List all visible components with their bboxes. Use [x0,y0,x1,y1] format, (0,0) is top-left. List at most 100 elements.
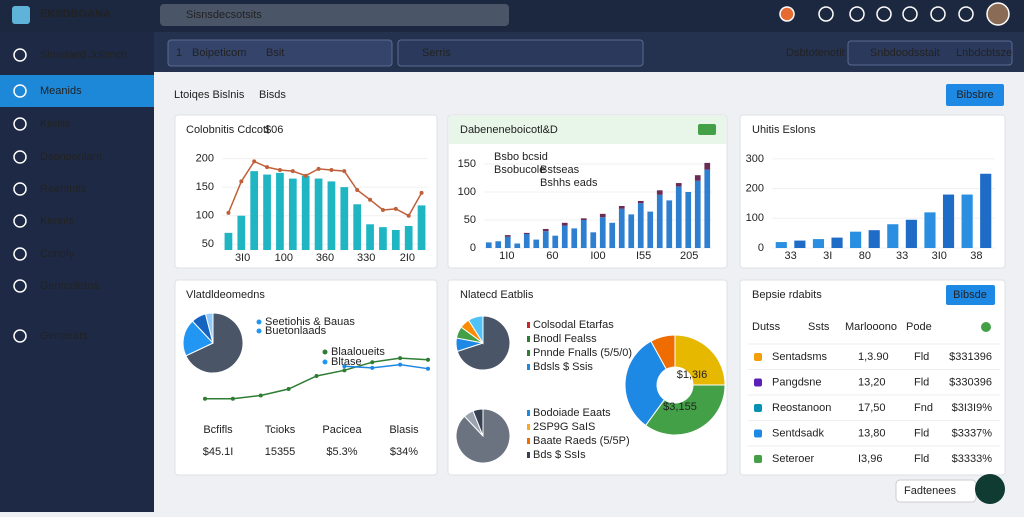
legend-entry: Bltase [331,356,362,368]
bar-top [704,162,711,170]
bar [417,205,426,250]
nav-icon [13,117,27,131]
x-tick-label: 2I0 [400,252,415,264]
top-bar [0,0,1024,32]
sidebar [0,32,154,512]
bar [794,240,806,248]
primary-button[interactable] [946,84,1004,106]
bar [685,192,692,248]
bar [301,175,310,250]
legend-entry: Seetiohis & Bauas [265,316,355,328]
line-point [316,166,321,171]
row-value: 13,20 [858,376,886,388]
line-point [290,169,295,174]
card-title: Colobnitis Cdcotl [186,124,269,136]
bar [580,220,587,248]
table-button[interactable] [946,285,995,305]
top-icon[interactable] [986,2,1010,26]
bar-top [637,200,644,204]
line-point [380,208,385,212]
legend-entry: Bodoiade Eaats [533,407,611,419]
pie-slice [472,408,484,437]
select-text: Boipeticom [192,47,246,59]
row-code: Fld [914,453,929,465]
bar [831,237,843,248]
bar [980,173,992,248]
top-icon[interactable] [818,6,834,22]
x-tick-label: 3I [823,250,832,262]
top-icon[interactable] [779,6,795,22]
bar [250,171,259,250]
bar [353,204,362,250]
legend-entry: Baate Raeds (5/5P) [533,435,630,447]
donut-label: $3,155 [663,401,697,413]
row-name: Seteroer [772,453,815,465]
row-icon [754,455,762,463]
bar [868,230,880,248]
nav-item: Meanids [40,85,82,97]
line [227,160,423,217]
row-value: 13,80 [858,427,886,439]
stat-label: Bcfifls [203,424,233,436]
legend-swatch [527,336,530,342]
help-button[interactable] [975,474,1005,504]
bar [628,214,635,248]
status-dot [981,322,991,332]
stat-value: 15355 [265,446,296,458]
y-tick-label: 100 [458,186,476,198]
primary-button-label: Bibsbre [956,89,993,101]
card-tag: $06 [265,124,283,136]
stat-label: Pacicea [322,424,362,436]
select[interactable] [167,39,393,67]
badge [698,124,716,135]
bar-top [580,218,587,220]
row-amount: $3337% [952,427,993,439]
table-header: Dutss [752,321,781,333]
x-tick-label: 3I0 [932,250,947,262]
pie-slice [185,312,244,374]
select[interactable] [397,39,644,67]
legend-entry: Pnnde Fnalls (5/5/0) [533,347,632,359]
x-tick-label: 33 [784,250,796,262]
bar [514,243,521,248]
legend-entry: Bnodl Fealss [533,333,597,345]
bar [694,180,701,248]
row-code: Fld [914,427,929,439]
pie-slice [644,384,726,436]
legend-entry: Colsodal Etarfas [533,319,614,331]
y-tick-label: 150 [458,158,476,170]
row-amount: $331396 [949,351,992,363]
top-icon[interactable] [876,6,892,22]
bar [599,217,606,248]
help-label: Fadtenees [904,485,956,497]
nav-icon [13,214,27,228]
top-icon[interactable] [849,6,865,22]
x-tick-label: 38 [970,250,982,262]
bar [812,239,825,248]
filter-search[interactable] [847,40,1013,66]
pie-slice [204,312,214,344]
bar [314,178,323,250]
bar [504,236,511,248]
card [174,279,438,476]
line-point [265,165,270,170]
page-tag: Bisds [259,89,286,101]
line-point [226,210,231,215]
row-name: Sentadsms [772,351,828,363]
top-icon[interactable] [958,6,974,22]
search-box[interactable] [160,4,509,26]
bar [552,235,559,248]
page-title: Ltoiqes Bislnis [174,89,245,101]
legend-entry: Bsobucole [494,164,545,176]
bar [485,242,492,248]
top-icon[interactable] [902,6,918,22]
y-tick-label: 200 [196,152,214,164]
x-tick-label: 33 [896,250,908,262]
legend-swatch [527,410,530,416]
bar [237,215,246,250]
top-icon[interactable] [930,6,946,22]
row-code: Fnd [914,402,933,414]
legend-dot [322,349,328,355]
